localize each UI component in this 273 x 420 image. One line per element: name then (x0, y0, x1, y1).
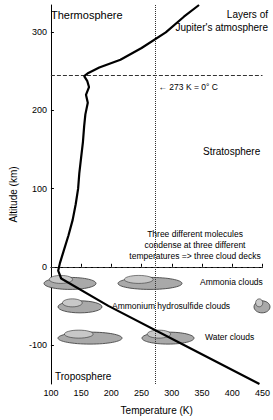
svg-text:100: 100 (32, 184, 47, 194)
svg-text:350: 350 (195, 388, 210, 398)
svg-text:Jupiter's atmosphere: Jupiter's atmosphere (175, 22, 268, 33)
svg-text:300: 300 (32, 27, 47, 37)
svg-text:← 273 K = 0° C: ← 273 K = 0° C (158, 82, 217, 92)
svg-text:Thermosphere: Thermosphere (51, 9, 123, 21)
svg-text:Ammonium hydrosulfide clouds: Ammonium hydrosulfide clouds (112, 301, 230, 311)
svg-text:condense at three different: condense at three different (145, 240, 247, 250)
svg-text:Temperature (K): Temperature (K) (121, 405, 193, 416)
svg-text:300: 300 (164, 388, 179, 398)
svg-text:Troposphere: Troposphere (55, 371, 112, 382)
svg-text:0: 0 (42, 262, 47, 272)
svg-text:Three different molecules: Three different molecules (147, 229, 243, 239)
svg-text:Ammonia clouds: Ammonia clouds (200, 277, 263, 287)
svg-text:200: 200 (32, 105, 47, 115)
svg-text:-100: -100 (29, 340, 47, 350)
svg-text:temperatures => three cloud de: temperatures => three cloud decks (129, 251, 260, 261)
svg-text:450: 450 (255, 388, 270, 398)
svg-text:200: 200 (104, 388, 119, 398)
svg-text:100: 100 (43, 388, 58, 398)
svg-text:Layers of: Layers of (227, 9, 268, 20)
svg-text:250: 250 (134, 388, 149, 398)
svg-text:Water clouds: Water clouds (205, 332, 254, 342)
svg-text:Altitude (km): Altitude (km) (8, 166, 19, 222)
svg-text:150: 150 (74, 388, 89, 398)
svg-text:400: 400 (225, 388, 240, 398)
svg-text:Stratosphere: Stratosphere (203, 146, 261, 157)
